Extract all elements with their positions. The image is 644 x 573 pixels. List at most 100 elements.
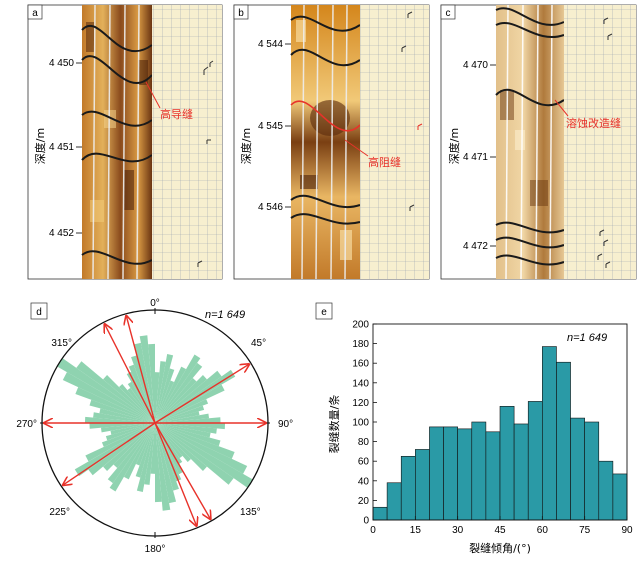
rose-angle-90: 90° bbox=[278, 419, 293, 430]
rose-petal bbox=[155, 423, 217, 434]
rose-petal bbox=[155, 366, 187, 423]
panel-c-depth-tick-1: 4 470 bbox=[463, 60, 488, 71]
rose-petal bbox=[148, 343, 155, 423]
rose-petal bbox=[155, 377, 197, 423]
rose-petal bbox=[136, 423, 155, 492]
panel-b: b 深度/m 4 544 4 545 4 546 bbox=[233, 4, 430, 280]
rose-petal bbox=[128, 364, 155, 423]
rose-petal bbox=[85, 423, 155, 462]
rose-petal bbox=[155, 423, 234, 485]
histogram-bar bbox=[443, 426, 458, 521]
rose-angle-225: 225° bbox=[49, 507, 70, 518]
rose-petal bbox=[110, 423, 155, 435]
panel-c-tadpole-grid bbox=[564, 5, 636, 279]
histogram-bar bbox=[457, 428, 473, 521]
rose-petal bbox=[155, 423, 226, 430]
rose-petal bbox=[131, 355, 155, 423]
panel-a: a 深度/m 4 450 4 451 4 452 bbox=[27, 4, 223, 280]
x-tick-label: 60 bbox=[537, 525, 549, 536]
rose-petal bbox=[155, 423, 191, 462]
rose-petal bbox=[119, 384, 155, 423]
rose-petal bbox=[155, 405, 205, 423]
x-tick-label: 15 bbox=[410, 525, 422, 536]
y-tick-label: 180 bbox=[352, 339, 369, 350]
rose-petal bbox=[155, 423, 221, 447]
rose-petal bbox=[155, 362, 203, 423]
rose-petal bbox=[89, 399, 155, 423]
panel-a-depth-tick-2: 4 451 bbox=[49, 142, 74, 153]
panel-a-depth-tick-3: 4 452 bbox=[49, 228, 74, 239]
panel-b-tadpole-grid bbox=[360, 5, 429, 279]
y-tick-label: 0 bbox=[363, 516, 369, 527]
rose-petal bbox=[155, 423, 171, 511]
rose-petal bbox=[155, 354, 201, 423]
panel-c-annotation: 溶蚀改造缝 bbox=[566, 116, 621, 130]
rose-petal bbox=[155, 423, 253, 488]
histogram-bar bbox=[372, 506, 388, 521]
rose-petal bbox=[155, 413, 210, 423]
rose-petal bbox=[155, 423, 183, 459]
panel-b-depth-tick-3: 4 546 bbox=[258, 202, 283, 213]
rose-petal bbox=[127, 381, 155, 423]
rose-petal bbox=[155, 417, 221, 423]
panel-a-ylabel: 深度/m bbox=[33, 128, 47, 164]
rose-petal bbox=[105, 423, 155, 441]
x-tick-label: 75 bbox=[579, 525, 591, 536]
y-tick-label: 40 bbox=[358, 476, 370, 487]
y-tick-label: 120 bbox=[352, 398, 369, 409]
histogram: 0 20 40 60 80 100 120 140 160 180 200 0 15 30 45 60 75 90 bbox=[352, 320, 633, 537]
histogram-bar bbox=[542, 346, 557, 521]
panel-b-letter: b bbox=[238, 8, 244, 19]
panel-d-n-label: n=1 649 bbox=[205, 309, 245, 321]
rose-dominant-arrow bbox=[126, 316, 156, 424]
histogram-bar bbox=[612, 473, 628, 521]
rose-dominant-arrow bbox=[154, 422, 211, 519]
rose-angle-270: 270° bbox=[16, 419, 37, 430]
rose-petal bbox=[155, 423, 179, 491]
rose-petal bbox=[123, 423, 155, 480]
rose-petal bbox=[155, 372, 160, 423]
y-tick-label: 140 bbox=[352, 378, 369, 389]
rose-petal bbox=[127, 387, 155, 423]
panel-b-annotation: 高阻缝 bbox=[368, 155, 401, 169]
rose-petal bbox=[113, 423, 155, 469]
rose-dominant-arrow bbox=[154, 364, 249, 424]
y-tick-label: 100 bbox=[352, 418, 369, 429]
chart-n-label: n=1 649 bbox=[567, 332, 607, 344]
rose-petal bbox=[139, 335, 155, 423]
histogram-bar bbox=[513, 423, 529, 521]
histogram-bar bbox=[485, 431, 501, 521]
panel-c-ylabel: 深度/m bbox=[447, 128, 461, 164]
panel-e-letter: e bbox=[321, 307, 327, 318]
y-tick-label: 160 bbox=[352, 359, 369, 370]
histogram-bar bbox=[556, 361, 571, 521]
histogram-bar bbox=[570, 417, 585, 521]
chart-xlabel: 裂缝倾角/(°) bbox=[469, 541, 531, 555]
rose-petal bbox=[155, 423, 235, 459]
histogram-bar bbox=[415, 449, 430, 521]
rose-angle-315: 315° bbox=[51, 338, 72, 349]
panel-d: d n=1 649 0° 45° 90° 135° 180° 225° 270°… bbox=[16, 298, 293, 555]
rose-petal bbox=[100, 423, 155, 433]
x-tick-label: 90 bbox=[621, 525, 633, 536]
y-tick-label: 200 bbox=[352, 320, 369, 331]
rose-petal bbox=[93, 412, 155, 423]
panel-c: c 深度/m 4 470 4 471 4 472 bbox=[440, 4, 637, 280]
y-tick-label: 20 bbox=[358, 496, 370, 507]
histogram-bar bbox=[471, 421, 487, 521]
rose-petal bbox=[144, 423, 155, 485]
rose-angle-180: 180° bbox=[145, 544, 166, 555]
panel-b-depth-tick-1: 4 544 bbox=[258, 39, 283, 50]
panel-a-letter: a bbox=[32, 8, 38, 19]
rose-petal bbox=[150, 423, 155, 474]
rose-petal bbox=[103, 423, 155, 471]
rose-petal bbox=[57, 358, 155, 423]
rose-petal bbox=[155, 370, 222, 423]
rose-dominant-arrow bbox=[154, 422, 197, 526]
rose-petal bbox=[103, 375, 155, 423]
rose-petal bbox=[155, 361, 166, 423]
rose-petal bbox=[155, 423, 211, 438]
histogram-bar bbox=[400, 455, 416, 521]
rose-petal bbox=[107, 423, 155, 484]
